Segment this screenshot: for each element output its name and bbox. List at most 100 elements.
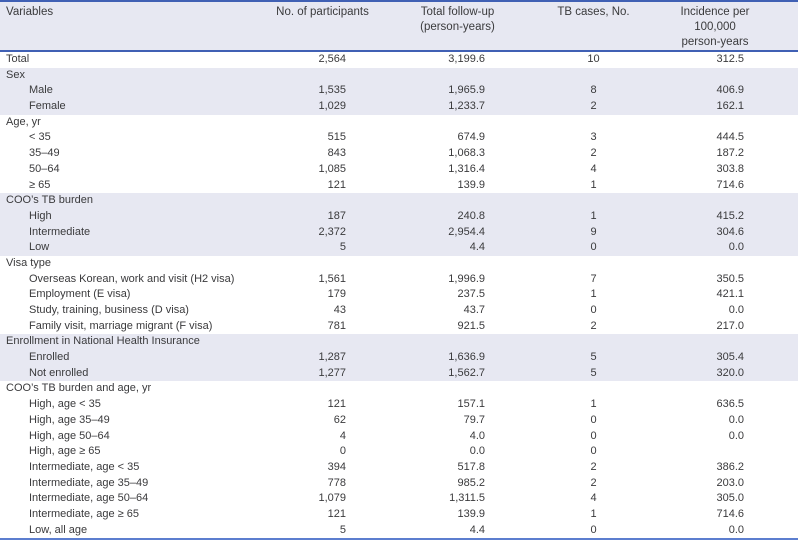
col-header-followup-line1: Total follow-up: [420, 6, 495, 18]
row-label: Enrolled: [0, 350, 255, 366]
cell-followup: 1,965.9: [390, 83, 525, 100]
row-label: Low, all age: [0, 522, 255, 540]
cell-participants: 187: [255, 208, 390, 225]
row-label: High, age 50–64: [29, 429, 110, 442]
row-label: Intermediate, age < 35: [29, 460, 140, 473]
table-row: Total 2,564 3,199.6 10 312.5: [0, 51, 798, 68]
cell-tb-cases: 2: [590, 460, 597, 473]
cell-tb-cases: 2: [590, 147, 597, 160]
cell-followup: 2,954.4: [390, 224, 525, 241]
table-body: Total 2,564 3,199.6 10 312.5 Sex Male 1,535 1,96…: [0, 51, 798, 540]
table-row: Intermediate, age 35–49 778 985.2 2 203.0: [0, 476, 798, 492]
cell-tb-cases: 5: [525, 350, 662, 366]
table-row: Low 5 4.4 0 0.0: [0, 240, 798, 256]
group-header-label: Sex: [0, 67, 798, 84]
table-row: High 187 240.8 1 415.2: [0, 208, 798, 225]
row-label: Intermediate: [0, 224, 255, 241]
cell-tb-cases: 0: [590, 413, 597, 426]
cell-participants: 121: [327, 507, 346, 520]
table-row: Overseas Korean, work and visit (H2 visa…: [0, 272, 798, 288]
row-label: Intermediate, age 50–64: [29, 492, 149, 505]
table-row: Female 1,029 1,233.7 2 162.1: [0, 99, 798, 115]
cell-incidence: 421.1: [716, 288, 744, 301]
cell-incidence: 0.0: [662, 240, 798, 256]
row-label: High, age 35–49: [29, 413, 110, 426]
cell-tb-cases: 4: [590, 162, 597, 175]
table-row: Intermediate 2,372 2,954.4 9 304.6: [0, 224, 798, 241]
cell-participants: 1,029: [255, 99, 390, 115]
cell-followup: 4.4: [390, 240, 525, 256]
group-header-label: Age, yr: [6, 115, 41, 128]
cell-participants: 4: [339, 429, 346, 442]
cell-tb-cases: 2: [590, 476, 597, 489]
table-row: Intermediate, age ≥ 65 121 139.9 1 714.6: [0, 507, 798, 523]
cell-tb-cases: 0: [525, 240, 662, 256]
cell-incidence: 714.6: [716, 507, 744, 520]
cell-incidence: 415.2: [662, 208, 798, 225]
col-header-participants-label: No. of participants: [276, 6, 369, 18]
row-label: Employment (E visa): [29, 288, 131, 301]
cell-tb-cases: 2: [525, 99, 662, 115]
cell-followup: 79.7: [463, 413, 485, 426]
cell-followup: 1,311.5: [449, 492, 485, 505]
table-row: Family visit, marriage migrant (F visa) 7…: [0, 319, 798, 335]
col-header-incidence: Incidence per 100,000 person-years: [662, 1, 798, 52]
cell-incidence: 636.5: [716, 398, 744, 411]
group-header-row: COO’s TB burden: [0, 193, 798, 209]
table-row: < 35 515 674.9 3 444.5: [0, 130, 798, 146]
cell-participants: 43: [333, 304, 346, 316]
cell-tb-cases: 4: [590, 492, 597, 505]
cell-incidence: 0.0: [662, 522, 798, 540]
row-label: Low: [0, 240, 255, 256]
cell-participants: 121: [327, 178, 346, 191]
cell-incidence: 0.0: [728, 429, 744, 442]
cell-participants: 179: [327, 288, 346, 301]
cell-followup: 1,996.9: [448, 272, 485, 285]
cell-followup: 157.1: [457, 398, 485, 411]
cell-incidence: 162.1: [662, 99, 798, 115]
row-label: High, age < 35: [29, 398, 101, 411]
cell-followup: 1,562.7: [390, 365, 525, 382]
cell-participants: 843: [327, 147, 346, 160]
table-row: 35–49 843 1,068.3 2 187.2: [0, 146, 798, 162]
table-row: High, age 50–64 4 4.0 0 0.0: [0, 429, 798, 445]
table-row: Male 1,535 1,965.9 8 406.9: [0, 83, 798, 100]
cell-tb-cases: 1: [590, 178, 597, 191]
row-label: Total: [6, 53, 30, 65]
cell-tb-cases: 7: [590, 272, 597, 285]
cell-followup: 1,068.3: [448, 147, 485, 160]
row-label: Overseas Korean, work and visit (H2 visa…: [29, 272, 235, 285]
table-row: Low, all age 5 4.4 0 0.0: [0, 522, 798, 540]
row-label: Female: [0, 99, 255, 115]
cell-participants: 2,564: [318, 53, 346, 65]
cell-incidence: 304.6: [662, 224, 798, 241]
row-label: 50–64: [29, 162, 60, 175]
row-label: 35–49: [29, 147, 60, 160]
table-row: High, age 35–49 62 79.7 0 0.0: [0, 413, 798, 429]
cell-followup: 1,233.7: [390, 99, 525, 115]
cell-tb-cases: 2: [590, 319, 597, 332]
group-header-label: Visa type: [6, 256, 52, 269]
cell-incidence: 305.0: [716, 492, 744, 505]
row-label: Male: [0, 83, 255, 100]
cell-participants: 5: [255, 522, 390, 540]
table-row: Intermediate, age 50–64 1,079 1,311.5 4 305.…: [0, 491, 798, 507]
col-header-incidence-line1: Incidence per 100,000: [680, 6, 750, 33]
cell-followup: 985.2: [457, 476, 485, 489]
table-row: High, age ≥ 65 0 0.0 0: [0, 444, 798, 460]
cell-incidence: [662, 444, 798, 460]
group-header-label: COO’s TB burden: [0, 193, 798, 209]
table-row: High, age < 35 121 157.1 1 636.5: [0, 397, 798, 413]
table-row: 50–64 1,085 1,316.4 4 303.8: [0, 162, 798, 178]
cell-incidence: 350.5: [716, 272, 744, 285]
cell-incidence: 312.5: [716, 53, 744, 65]
cell-incidence: 303.8: [716, 162, 744, 175]
table-row: Study, training, business (D visa) 43 43.7…: [0, 303, 798, 319]
row-label: High: [0, 208, 255, 225]
row-label: Study, training, business (D visa): [29, 304, 189, 316]
col-header-tb-cases: TB cases, No.: [525, 1, 662, 52]
cell-participants: 1,561: [318, 272, 346, 285]
group-header-row: Visa type: [0, 256, 798, 272]
